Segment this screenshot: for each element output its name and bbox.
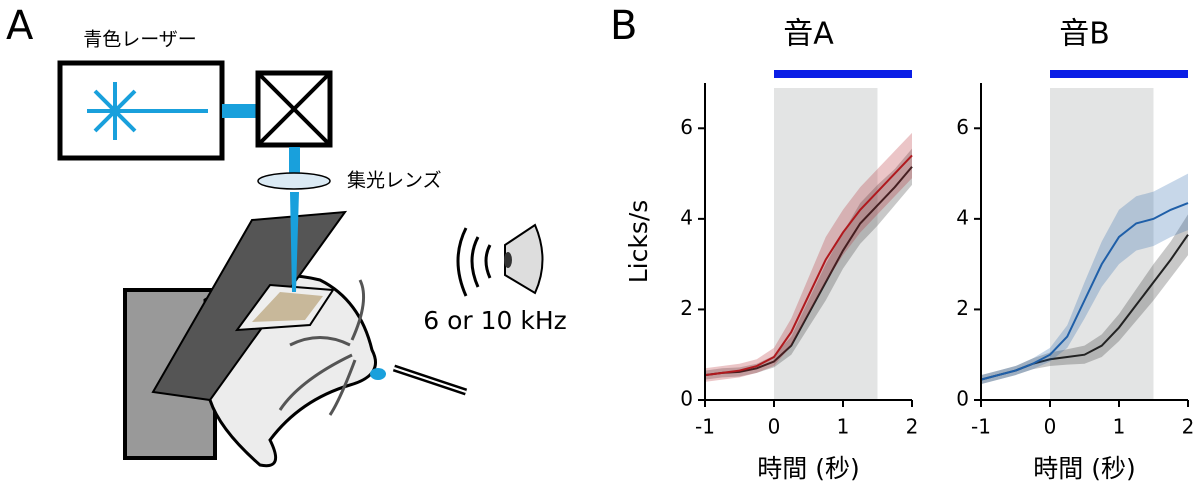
chart-title: 音B <box>1059 17 1110 52</box>
mirror-box <box>255 70 333 148</box>
y-tick-label: 0 <box>680 387 693 411</box>
laser-label: 青色レーザー <box>83 29 197 51</box>
x-tick-label: 2 <box>1182 415 1195 439</box>
line <box>704 154 913 377</box>
beam <box>289 147 300 175</box>
y-tick-label: 4 <box>956 205 969 229</box>
lens-label: 集光レンズ <box>347 170 442 192</box>
x-tick-label: 1 <box>837 415 850 439</box>
head-plate <box>151 210 348 402</box>
sound-label: 6 or 10 kHz <box>423 306 567 335</box>
x-tick-label: -1 <box>695 415 715 439</box>
x-tick-label: 1 <box>1113 415 1126 439</box>
x-tick-label: -1 <box>971 415 991 439</box>
beam-connector <box>222 104 258 118</box>
panel-label: A <box>6 3 34 49</box>
x-axis-label: 時間 (秒) <box>1033 454 1135 483</box>
x-axis-label: 時間 (秒) <box>757 454 859 483</box>
line <box>704 166 913 377</box>
line <box>980 202 1189 381</box>
whiskers <box>278 279 366 416</box>
diagram: A 青色レーザー 集光レンズ 6 or 10 kHz <box>6 3 567 468</box>
y-tick-label: 0 <box>956 387 969 411</box>
y-axis-label: Licks/s <box>624 200 653 284</box>
stimulus-shade <box>1050 88 1154 400</box>
laser-star <box>87 82 208 140</box>
speaker-cone <box>504 252 512 268</box>
x-tick-label: 0 <box>768 415 781 439</box>
error-band <box>981 214 1188 385</box>
cortex <box>252 292 323 322</box>
mirror-cross <box>258 73 330 145</box>
x-tick-label: 0 <box>1044 415 1057 439</box>
y-tick-label: 2 <box>680 296 693 320</box>
y-tick-label: 6 <box>680 115 693 139</box>
y-tick-label: 2 <box>956 296 969 320</box>
sound-waves <box>456 227 492 297</box>
error-band <box>705 148 912 380</box>
spout-inner <box>393 367 467 393</box>
lens <box>257 172 331 190</box>
chart-title: 音A <box>783 17 834 52</box>
error-band <box>981 173 1188 385</box>
error-band <box>705 132 912 382</box>
speaker <box>504 223 544 295</box>
y-tick-label: 4 <box>680 205 693 229</box>
x-tick-label: 2 <box>906 415 919 439</box>
beam-cone <box>290 192 299 292</box>
stimulus-shade <box>774 88 878 400</box>
y-tick-label: 6 <box>956 115 969 139</box>
panel-label: B <box>610 3 637 49</box>
drop <box>370 368 386 380</box>
